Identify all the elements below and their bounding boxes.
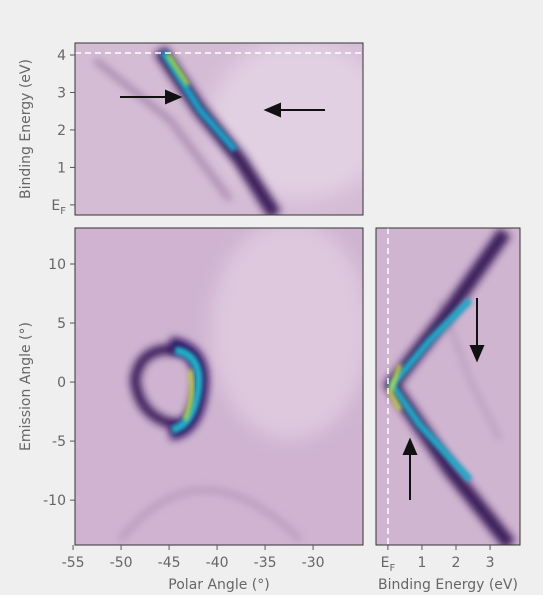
tick-label-main: E (381, 555, 390, 571)
x-tick-label: 3 (486, 555, 495, 571)
figure: EF1234Binding Energy (eV)1050-5-10-55-50… (0, 0, 543, 595)
x-axis-label: Polar Angle (°) (168, 577, 269, 593)
x-tick-label: 1 (417, 555, 426, 571)
x-tick-label: -55 (62, 555, 85, 571)
y-tick-label: 1 (57, 160, 66, 176)
x-tick-label: -40 (206, 555, 229, 571)
x-tick-label: -50 (110, 555, 133, 571)
y-tick-label: 3 (57, 85, 66, 101)
y-tick-label: 5 (57, 316, 66, 332)
y-tick-label: -5 (52, 434, 66, 450)
tick-label-sub: F (389, 563, 395, 574)
y-tick-label: 10 (48, 257, 66, 273)
x-tick-label: EF (381, 555, 396, 574)
x-tick-label: -35 (254, 555, 277, 571)
right-map (376, 228, 520, 545)
top-map (75, 40, 390, 215)
x-tick-label: 2 (452, 555, 461, 571)
tick-label-sub: F (60, 206, 66, 217)
tick-label-main: E (51, 198, 60, 214)
y-axis-label: Emission Angle (°) (18, 322, 34, 451)
y-tick-label: 2 (57, 123, 66, 139)
y-tick-label: -10 (43, 493, 66, 509)
x-tick-label: -30 (302, 555, 325, 571)
main-map (75, 220, 370, 545)
y-axis-label: Binding Energy (eV) (18, 59, 34, 199)
y-tick-label: EF (51, 198, 66, 217)
x-tick-label: -45 (158, 555, 181, 571)
y-tick-label: 4 (57, 48, 66, 64)
x-axis-label: Binding Energy (eV) (378, 577, 518, 593)
y-tick-label: 0 (57, 375, 66, 391)
